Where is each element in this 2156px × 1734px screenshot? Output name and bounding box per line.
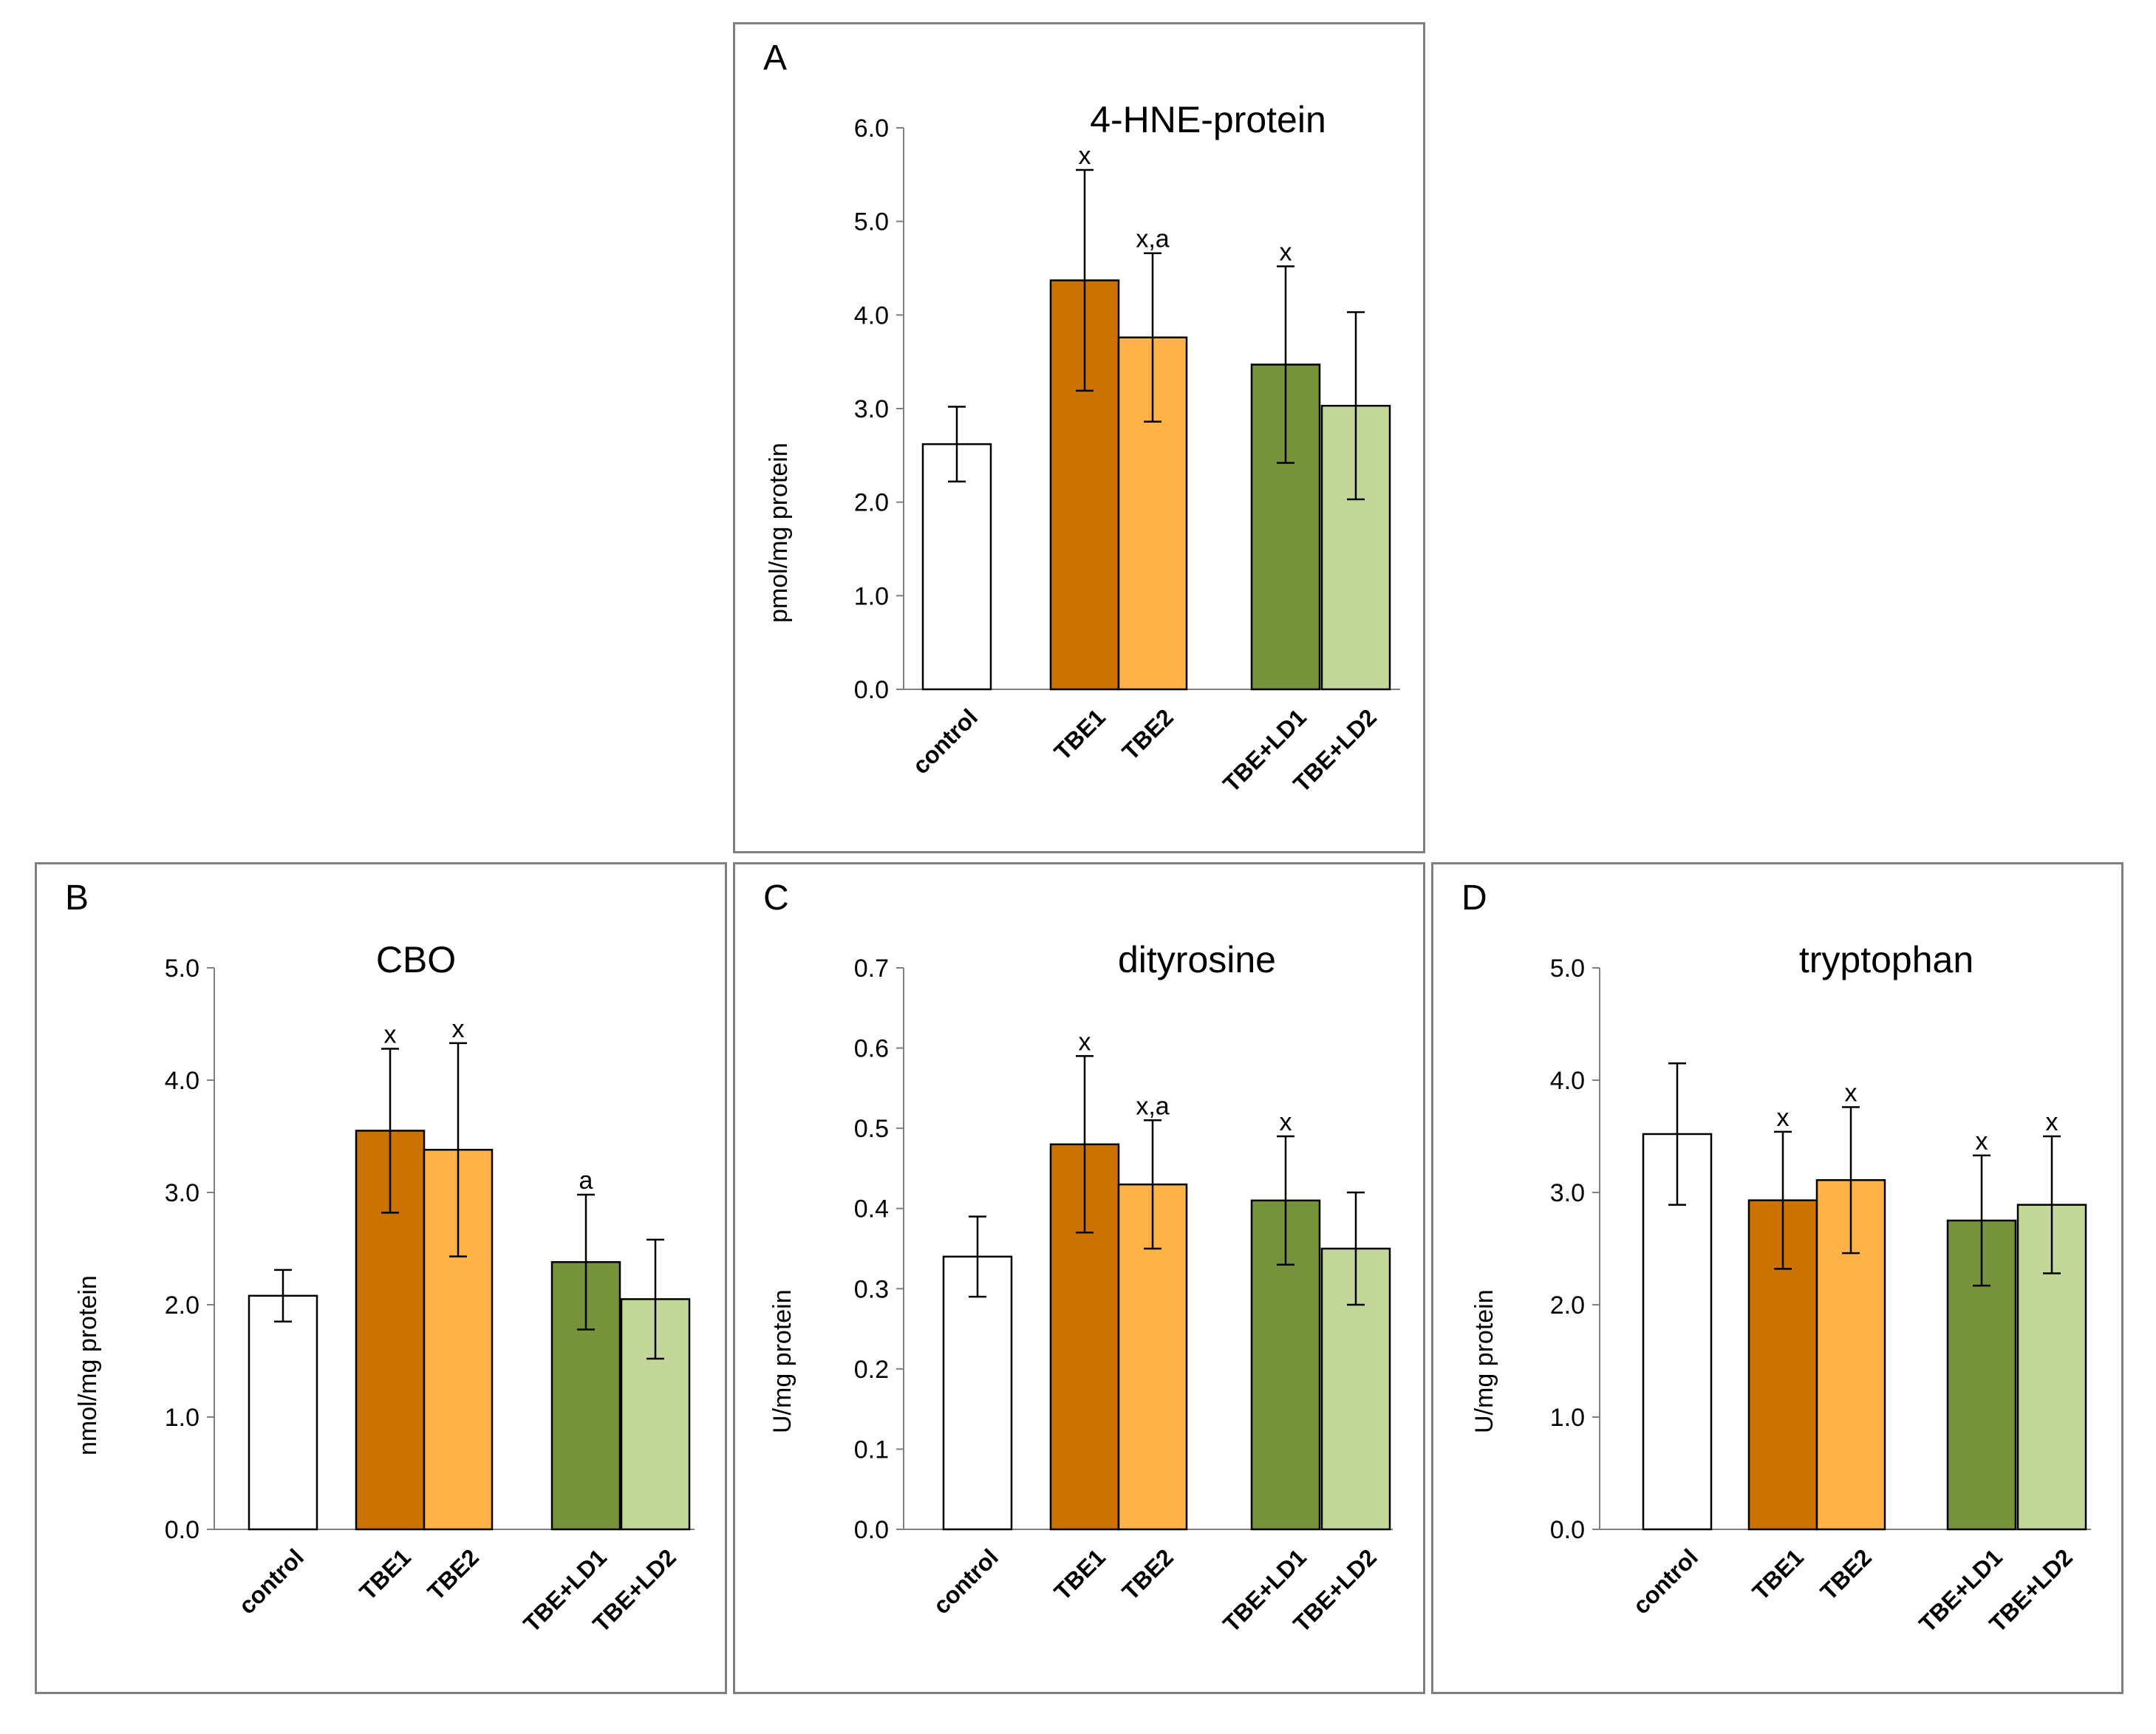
panel-b: B CBO nmol/mg protein 0.0 1.0 2.0 3.0 4.0 5.0… — [35, 862, 727, 1694]
y-tick-label: 3.0 — [1550, 1179, 1585, 1207]
panel-c: C dityrosine U/mg protein 0.0 0.1 0.2 0.3 0.… — [733, 862, 1425, 1694]
bar-chart: 0.01.02.03.04.05.0controlxTBE1xTBE2xTBE+… — [1550, 955, 2091, 1637]
y-tick-label: 0.0 — [854, 676, 889, 704]
y-tick-label: 4.0 — [165, 1067, 199, 1095]
significance-label: x — [1845, 1079, 1857, 1107]
y-tick-label: 0.5 — [854, 1115, 889, 1143]
y-tick-label: 0.1 — [854, 1436, 889, 1464]
y-tick-label: 0.4 — [854, 1195, 889, 1223]
x-tick-label: TBE2 — [1815, 1543, 1877, 1605]
bar-chart: 0.0 1.0 2.0 3.0 4.0 5.0 6.0 control x TBE1 x,a TBE2… — [854, 115, 1400, 797]
bar-control — [942, 1255, 1013, 1531]
significance-label: a — [579, 1167, 593, 1195]
x-tick-label: control — [233, 1543, 309, 1619]
x-tick-label: TBE2 — [423, 1543, 484, 1605]
significance-label: x — [1079, 142, 1091, 170]
x-tick-label: TBE1 — [1049, 1543, 1111, 1605]
y-tick-label: 5.0 — [854, 208, 889, 236]
significance-label: x — [1079, 1028, 1091, 1056]
y-tick-label: 0.0 — [1550, 1516, 1585, 1544]
significance-label: x — [384, 1020, 397, 1048]
x-tick-label: TBE1 — [1747, 1543, 1809, 1605]
y-tick-label: 1.0 — [1550, 1404, 1585, 1432]
x-tick-label: control — [928, 1543, 1003, 1619]
y-tick-label: 0.7 — [854, 955, 889, 983]
significance-label: x — [452, 1015, 465, 1043]
x-tick-label: TBE1 — [1049, 703, 1111, 765]
significance-label: x,a — [1136, 1092, 1169, 1120]
y-tick-label: 1.0 — [165, 1404, 199, 1432]
y-tick-label: 5.0 — [1550, 955, 1585, 983]
y-tick-label: 4.0 — [1550, 1067, 1585, 1095]
panel-d: D tryptophan U/mg protein 0.0 1.0 2.0 3.0 4.… — [1431, 862, 2123, 1694]
y-tick-label: 1.0 — [854, 582, 889, 610]
y-tick-label: 5.0 — [165, 955, 199, 983]
bar-chart: 0.0 0.1 0.2 0.3 0.4 0.5 0.6 0.7 control x TBE1 x,a T… — [854, 955, 1393, 1637]
panel-label: D — [1461, 878, 1487, 918]
panel-label: C — [763, 878, 789, 918]
significance-label: x — [1280, 1108, 1292, 1136]
x-tick-label: control — [1628, 1543, 1703, 1619]
significance-label: x — [1976, 1127, 1988, 1156]
panel-a: A 4-HNE-protein pmol/mg protein 0.0 1.0 2.… — [733, 22, 1425, 853]
bar-control — [248, 1294, 318, 1531]
y-tick-label: 2.0 — [165, 1291, 199, 1320]
y-tick-label: 2.0 — [854, 489, 889, 517]
x-tick-label: control — [907, 703, 983, 779]
panel-label: A — [763, 38, 788, 78]
y-tick-label: 3.0 — [165, 1179, 199, 1207]
panel-label: B — [65, 878, 89, 918]
chart-title: tryptophan — [1798, 939, 1974, 980]
y-tick-label: 2.0 — [1550, 1291, 1585, 1320]
significance-label: x — [1777, 1104, 1790, 1132]
x-tick-label: TBE2 — [1117, 1543, 1178, 1605]
chart-title: 4-HNE-protein — [1090, 99, 1326, 140]
y-tick-label: 0.0 — [165, 1516, 199, 1544]
y-tick-label: 0.6 — [854, 1035, 889, 1063]
y-tick-label: 3.0 — [854, 395, 889, 423]
chart-title: CBO — [375, 939, 457, 980]
significance-label: x — [2046, 1108, 2058, 1136]
y-tick-label: 4.0 — [854, 301, 889, 330]
significance-label: x — [1280, 238, 1292, 266]
bar-chart: 0.01.02.03.04.05.0controlxTBE1xTBE2aTBE+… — [165, 955, 695, 1637]
bar-control — [921, 443, 992, 691]
y-tick-label: 0.2 — [854, 1356, 889, 1384]
significance-label: x,a — [1136, 225, 1169, 253]
y-tick-label: 0.0 — [854, 1516, 889, 1544]
x-tick-label: TBE1 — [355, 1543, 416, 1605]
y-tick-label: 6.0 — [854, 115, 889, 143]
y-tick-label: 0.3 — [854, 1275, 889, 1303]
chart-title: dityrosine — [1118, 939, 1276, 980]
x-tick-label: TBE2 — [1117, 703, 1178, 765]
